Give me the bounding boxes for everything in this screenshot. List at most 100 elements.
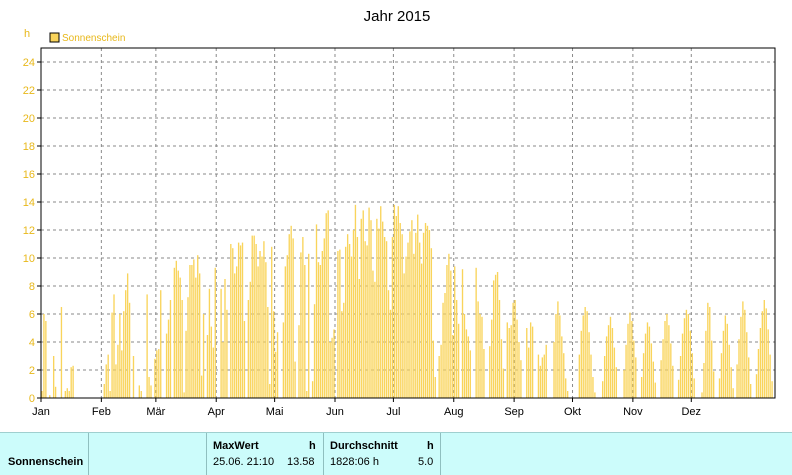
bar (150, 385, 152, 398)
bar (631, 321, 633, 398)
bar (368, 207, 370, 398)
x-tick-label: Dez (681, 406, 701, 418)
bar (276, 332, 279, 398)
bar (208, 288, 211, 398)
bar (49, 395, 51, 398)
bar (477, 301, 479, 398)
bar (45, 321, 47, 398)
bar (424, 223, 427, 398)
bar (726, 323, 728, 398)
bar (374, 281, 376, 398)
bar (557, 301, 559, 398)
bar (582, 315, 584, 398)
stats-avg-cell: Durchschnitt h 1828:06 h 5.0 (324, 433, 441, 475)
bar (123, 311, 125, 398)
bar (111, 312, 113, 398)
x-tick-label: Okt (564, 406, 581, 418)
bar (454, 266, 456, 398)
bar (366, 245, 368, 398)
bar (132, 356, 135, 398)
bar (183, 392, 185, 398)
bar (319, 265, 322, 398)
bar (740, 316, 742, 398)
max-datetime: 25.06. 21:10 (213, 456, 275, 468)
avg-value: 5.0 (418, 456, 434, 468)
bar (633, 340, 635, 398)
bar (265, 262, 267, 398)
bar (126, 273, 129, 398)
bar (222, 342, 224, 398)
bar (662, 339, 664, 398)
x-tick-label: Jun (326, 406, 344, 418)
bar (687, 314, 690, 398)
bar (302, 237, 304, 398)
bar (288, 234, 290, 398)
bar (255, 244, 257, 398)
legend-label: Sonnenschein (62, 33, 125, 44)
bar (352, 230, 355, 398)
bar (317, 262, 320, 398)
bar (339, 249, 341, 398)
bar (121, 350, 123, 398)
bar (360, 218, 362, 398)
bar (298, 325, 300, 398)
bar (177, 270, 179, 398)
stats-row-label: Sonnenschein (8, 456, 84, 468)
bar (668, 325, 670, 398)
bar (646, 322, 649, 398)
bar (705, 330, 707, 398)
bar (181, 300, 183, 398)
bar (284, 266, 287, 398)
bar (103, 384, 105, 398)
bar (243, 321, 246, 398)
bar (343, 302, 345, 398)
bar (738, 339, 740, 398)
bar (629, 312, 631, 398)
bar (481, 316, 483, 398)
bar (483, 349, 485, 398)
x-tick-label: Sep (504, 406, 524, 418)
bar (370, 220, 372, 398)
bar (765, 308, 767, 398)
bar (681, 333, 684, 398)
bar (586, 311, 588, 398)
bar (709, 307, 711, 398)
bar (212, 347, 214, 398)
bar (195, 277, 197, 398)
bar (444, 293, 446, 398)
bar (578, 354, 581, 398)
bar (426, 225, 429, 398)
bar (652, 361, 654, 398)
bar (251, 235, 253, 398)
bar (64, 391, 67, 398)
bar (565, 378, 567, 398)
bar (761, 311, 764, 398)
bar (693, 378, 695, 398)
bar (609, 316, 612, 398)
bar (479, 314, 481, 398)
y-tick-label: 18 (23, 141, 35, 153)
bar (496, 272, 499, 398)
bar (592, 377, 594, 398)
bar (625, 344, 627, 398)
bar (202, 314, 205, 398)
bar (160, 290, 162, 398)
bar (613, 347, 616, 398)
bar (730, 367, 732, 398)
bar (718, 378, 721, 398)
bar (417, 214, 419, 398)
stats-label-cell: Sonnenschein (0, 433, 89, 475)
bar (308, 253, 310, 398)
bar (611, 328, 614, 398)
bar (442, 302, 444, 398)
bar (267, 307, 269, 398)
bar (257, 266, 259, 398)
bar (117, 344, 119, 398)
bar (395, 216, 397, 398)
avg-unit: h (427, 440, 434, 452)
bar (119, 314, 121, 398)
bar (446, 265, 448, 398)
bar (169, 300, 172, 398)
avg-total: 1828:06 h (330, 456, 379, 468)
